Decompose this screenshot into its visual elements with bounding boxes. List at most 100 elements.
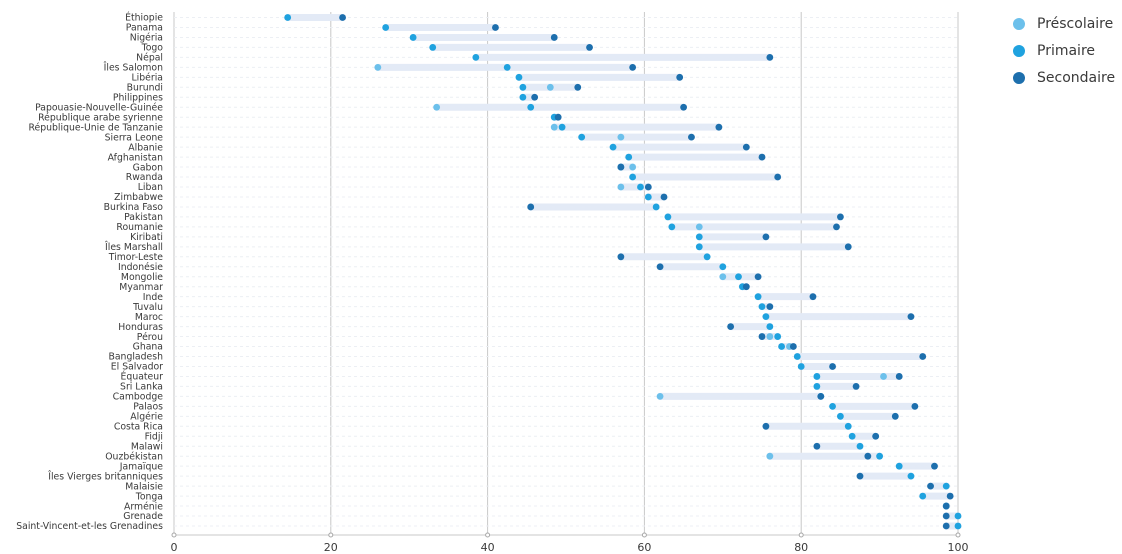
point-primary [758, 303, 766, 311]
point-primary [856, 442, 864, 450]
country-label: Tonga [135, 491, 163, 502]
point-secondary [727, 323, 735, 330]
point-secondary [856, 472, 864, 480]
country-label: Fidji [145, 431, 163, 442]
point-secondary [742, 143, 750, 151]
x-tick-label: 40 [481, 541, 495, 554]
country-label: Panama [126, 23, 163, 34]
point-primary [954, 512, 962, 520]
point-preschool [433, 103, 441, 111]
point-secondary [754, 273, 762, 281]
point-primary [954, 522, 962, 530]
point-primary [515, 73, 523, 81]
point-primary [637, 183, 644, 191]
country-label: Kiribati [130, 232, 163, 243]
point-primary [644, 193, 652, 201]
point-secondary [617, 253, 625, 261]
point-preschool [880, 373, 887, 380]
country-label: Burkina Faso [104, 202, 164, 213]
country-label: Éthiopie [125, 12, 163, 24]
country-label: Malaisie [125, 481, 163, 492]
point-primary [719, 263, 727, 271]
point-primary [813, 383, 821, 390]
point-secondary [339, 14, 346, 21]
point-primary [919, 492, 927, 500]
point-secondary [762, 233, 770, 241]
point-primary [429, 44, 437, 51]
point-primary [735, 273, 742, 281]
country-label: Sri Lanka [120, 382, 163, 393]
point-secondary [715, 123, 723, 131]
country-label: Burundi [127, 82, 163, 93]
point-primary [519, 83, 527, 91]
point-preschool [695, 223, 703, 231]
x-tick-mark [641, 532, 647, 538]
point-secondary [919, 353, 927, 360]
point-secondary [531, 93, 539, 101]
country-label: Arménie [124, 501, 163, 512]
point-primary [558, 123, 566, 131]
point-secondary [656, 263, 664, 271]
point-secondary [762, 422, 770, 430]
country-label: Algérie [130, 412, 163, 423]
country-label: Sierra Leone [105, 132, 164, 143]
point-secondary [676, 73, 684, 81]
point-secondary [617, 163, 625, 171]
legend-dot-secondary [1013, 71, 1025, 84]
point-primary [942, 482, 950, 490]
point-secondary [660, 193, 668, 201]
point-primary [527, 103, 535, 111]
point-primary [382, 24, 390, 31]
point-primary [664, 213, 672, 221]
country-label: Inde [143, 292, 164, 303]
point-secondary [586, 44, 593, 51]
legend-label: Préscolaire [1037, 15, 1114, 32]
x-tick-label: 80 [794, 541, 808, 554]
legend-item-primary[interactable]: Primaire [1013, 37, 1115, 64]
point-secondary [774, 173, 782, 181]
legend: Préscolaire Primaire Secondaire [1013, 10, 1115, 91]
point-secondary [829, 363, 836, 370]
point-secondary [942, 522, 950, 530]
country-label: Îles Marshall [104, 241, 163, 253]
country-label: Myanmar [119, 282, 163, 293]
country-label: Honduras [118, 322, 163, 333]
country-label: Indonésie [118, 262, 163, 273]
x-tick-mark [485, 532, 491, 538]
country-label: Albanie [128, 142, 163, 153]
point-secondary [680, 103, 687, 111]
point-secondary [895, 373, 903, 380]
country-label: Zimbabwe [114, 192, 163, 203]
country-label: Nigéria [130, 33, 163, 44]
point-secondary [864, 452, 872, 460]
point-primary [813, 373, 821, 380]
point-preschool [617, 133, 625, 141]
country-label: Tuvalu [132, 302, 163, 313]
legend-item-preschool[interactable]: Préscolaire [1013, 10, 1115, 37]
point-primary [762, 313, 770, 321]
country-label: Maroc [135, 312, 163, 323]
point-primary [409, 34, 417, 41]
country-label: Grenade [123, 511, 163, 522]
x-tick-label: 0 [171, 541, 178, 554]
point-preschool [550, 123, 558, 131]
point-primary [844, 422, 852, 430]
point-preschool [656, 392, 664, 400]
gridlines [173, 12, 959, 535]
legend-item-secondary[interactable]: Secondaire [1013, 64, 1115, 91]
point-preschool [766, 452, 774, 460]
point-secondary [833, 223, 840, 231]
legend-dot-primary [1013, 44, 1025, 57]
point-primary [876, 452, 883, 460]
point-secondary [852, 383, 860, 390]
point-primary [837, 412, 844, 420]
point-secondary [837, 213, 844, 221]
country-label: Liban [138, 182, 163, 193]
point-secondary [817, 392, 825, 400]
point-secondary [758, 153, 766, 161]
country-label: Palaos [133, 402, 163, 413]
point-primary [766, 323, 774, 330]
point-preschool [629, 163, 637, 171]
